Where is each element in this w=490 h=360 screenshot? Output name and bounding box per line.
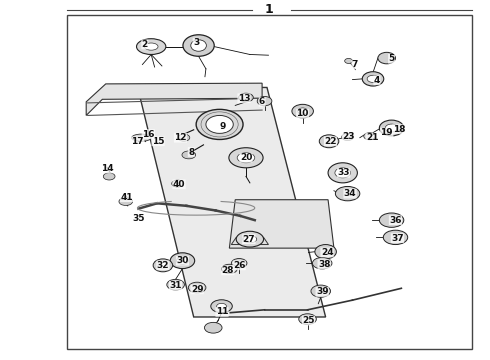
Text: 37: 37 — [391, 234, 404, 243]
Ellipse shape — [211, 300, 232, 313]
Text: 39: 39 — [316, 287, 328, 296]
Text: 6: 6 — [259, 97, 265, 106]
Ellipse shape — [217, 303, 226, 309]
Ellipse shape — [188, 282, 206, 293]
Text: 38: 38 — [318, 260, 330, 269]
Ellipse shape — [342, 134, 353, 140]
Text: 7: 7 — [352, 60, 358, 69]
Text: 27: 27 — [243, 235, 255, 244]
Text: 19: 19 — [380, 128, 393, 137]
Ellipse shape — [158, 262, 168, 268]
Text: 35: 35 — [132, 214, 145, 223]
Ellipse shape — [313, 257, 332, 269]
Ellipse shape — [172, 180, 183, 187]
Text: 23: 23 — [343, 132, 355, 141]
Ellipse shape — [257, 96, 272, 106]
Ellipse shape — [383, 230, 408, 244]
Ellipse shape — [137, 39, 166, 54]
Text: 14: 14 — [101, 164, 114, 173]
Text: 41: 41 — [121, 193, 133, 202]
Ellipse shape — [385, 124, 398, 132]
Polygon shape — [138, 87, 326, 317]
Ellipse shape — [311, 285, 331, 297]
Polygon shape — [86, 83, 262, 116]
Text: 33: 33 — [338, 168, 350, 177]
Ellipse shape — [344, 58, 352, 63]
Ellipse shape — [378, 52, 395, 64]
Ellipse shape — [119, 198, 133, 206]
Ellipse shape — [367, 75, 379, 82]
Text: 22: 22 — [324, 137, 337, 146]
Text: 9: 9 — [220, 122, 226, 131]
Ellipse shape — [236, 231, 264, 247]
Ellipse shape — [183, 35, 214, 56]
Ellipse shape — [229, 148, 263, 168]
Ellipse shape — [167, 279, 184, 290]
Ellipse shape — [379, 213, 404, 227]
Text: 26: 26 — [233, 261, 245, 270]
Ellipse shape — [204, 322, 222, 333]
Text: 10: 10 — [296, 109, 309, 118]
Ellipse shape — [335, 186, 360, 201]
Text: 30: 30 — [176, 256, 189, 265]
Ellipse shape — [231, 258, 247, 268]
Ellipse shape — [243, 235, 257, 243]
Text: 31: 31 — [170, 281, 182, 290]
Ellipse shape — [176, 257, 188, 264]
Text: 8: 8 — [188, 148, 195, 157]
Polygon shape — [229, 200, 334, 248]
Text: 34: 34 — [344, 189, 356, 198]
Text: 5: 5 — [389, 54, 395, 63]
Text: 4: 4 — [374, 76, 380, 85]
Ellipse shape — [319, 135, 339, 148]
Bar — [67, 15, 472, 349]
Text: 29: 29 — [191, 285, 203, 294]
Ellipse shape — [182, 151, 196, 159]
Text: 40: 40 — [173, 180, 185, 189]
Ellipse shape — [362, 72, 384, 86]
Text: 16: 16 — [142, 130, 154, 139]
Ellipse shape — [335, 168, 350, 178]
Ellipse shape — [379, 120, 404, 136]
Text: 1: 1 — [265, 3, 274, 16]
Polygon shape — [231, 237, 269, 244]
Text: 15: 15 — [152, 137, 164, 146]
Ellipse shape — [196, 109, 243, 139]
Ellipse shape — [206, 116, 233, 134]
Ellipse shape — [315, 244, 336, 259]
Text: 24: 24 — [321, 248, 333, 257]
Text: 17: 17 — [131, 137, 144, 146]
Ellipse shape — [328, 163, 357, 183]
Text: 28: 28 — [221, 266, 234, 275]
Text: 2: 2 — [142, 40, 148, 49]
Ellipse shape — [299, 314, 317, 324]
Text: 3: 3 — [193, 38, 199, 47]
Ellipse shape — [178, 134, 190, 141]
Ellipse shape — [103, 173, 115, 180]
Ellipse shape — [221, 264, 237, 274]
Text: 20: 20 — [240, 153, 252, 162]
Ellipse shape — [170, 253, 195, 269]
Ellipse shape — [191, 40, 206, 51]
Ellipse shape — [239, 93, 253, 102]
Text: 21: 21 — [366, 133, 378, 142]
Text: 25: 25 — [302, 316, 315, 325]
Ellipse shape — [153, 259, 172, 272]
Ellipse shape — [145, 43, 158, 50]
Text: 36: 36 — [389, 216, 402, 225]
Ellipse shape — [298, 108, 308, 114]
Ellipse shape — [225, 267, 233, 271]
Text: 12: 12 — [174, 133, 187, 142]
Ellipse shape — [237, 153, 255, 163]
Text: 13: 13 — [238, 94, 250, 103]
Text: 18: 18 — [392, 125, 405, 134]
Ellipse shape — [132, 134, 151, 141]
Text: 11: 11 — [216, 307, 228, 316]
Text: 32: 32 — [157, 261, 169, 270]
Ellipse shape — [364, 133, 375, 140]
Ellipse shape — [292, 104, 314, 118]
